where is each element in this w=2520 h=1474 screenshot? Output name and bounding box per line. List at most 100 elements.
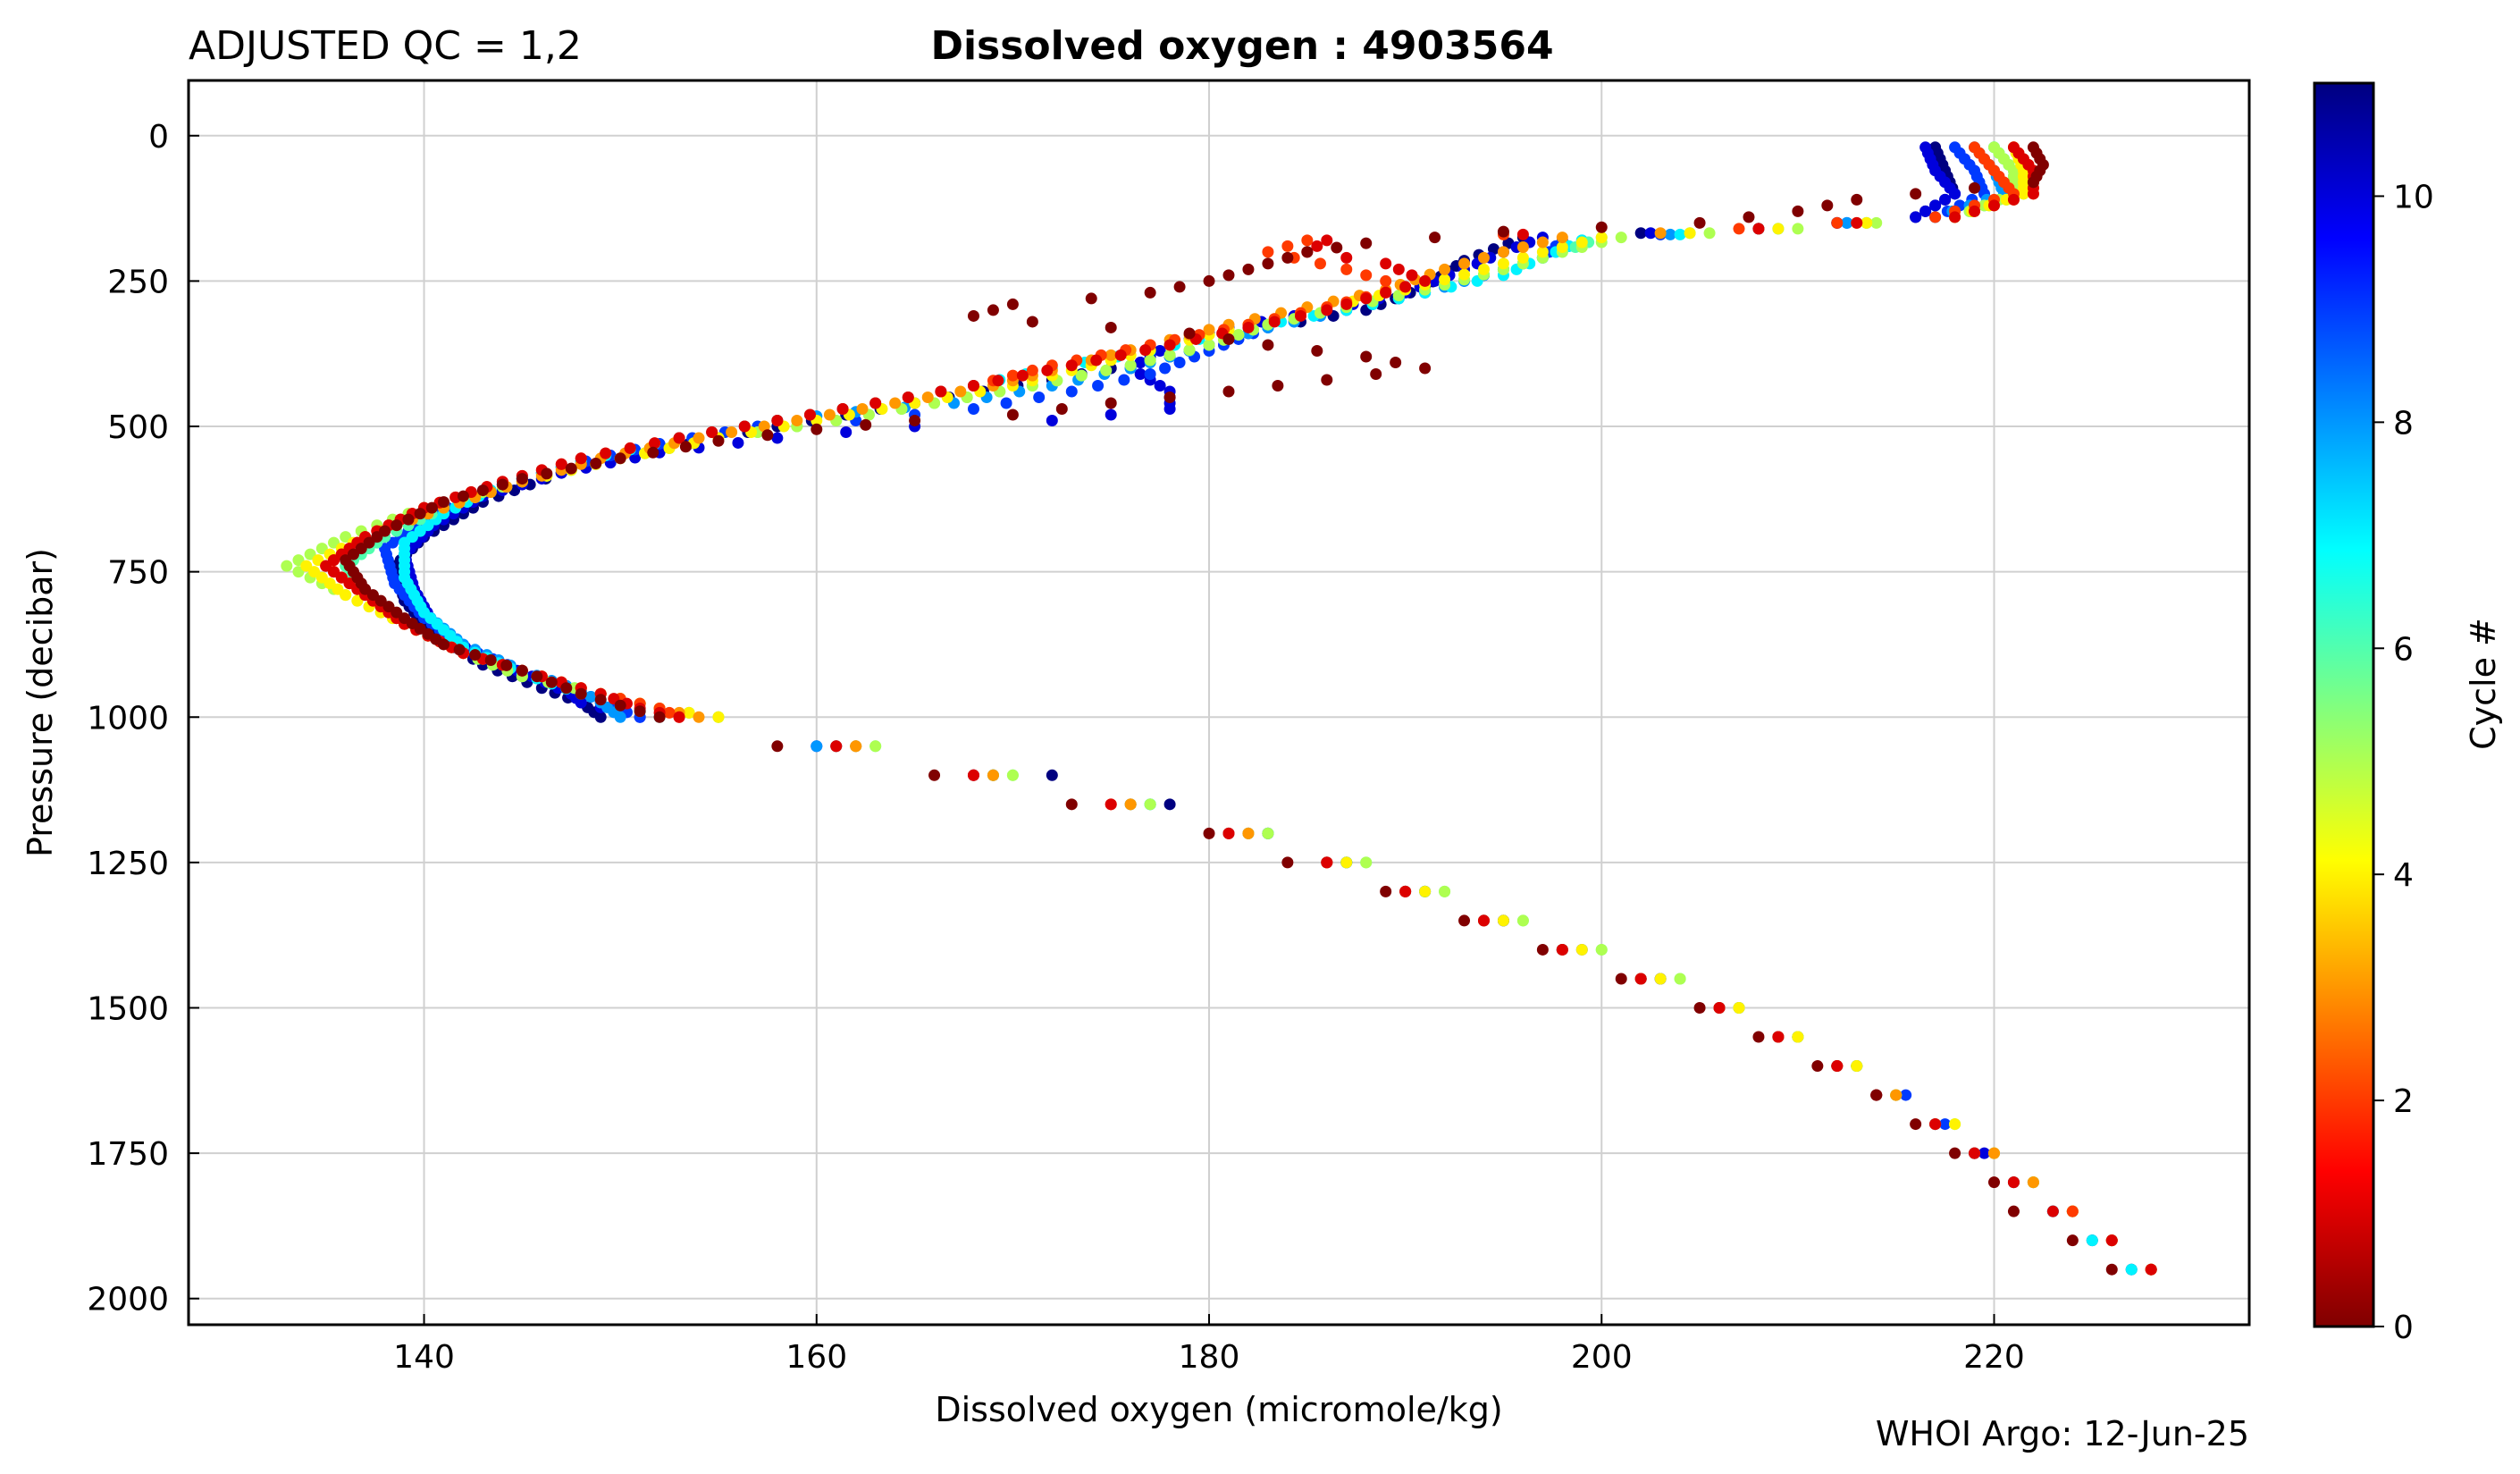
data-point — [935, 385, 947, 398]
data-point — [1752, 223, 1765, 235]
data-point — [1281, 240, 1294, 252]
data-point — [496, 478, 508, 491]
data-point — [1575, 236, 1588, 248]
data-point — [1910, 1118, 1922, 1131]
data-point — [2105, 1234, 2118, 1247]
data-point — [1203, 274, 1215, 287]
data-point — [1360, 237, 1373, 249]
data-point — [584, 690, 597, 703]
data-point — [1046, 415, 1058, 427]
data-point — [1595, 221, 1608, 233]
data-point — [281, 560, 293, 572]
data-point — [1370, 367, 1382, 380]
colorbar-tick-label: 2 — [2393, 1083, 2414, 1120]
data-point — [1634, 227, 1647, 240]
y-tick-label: 2000 — [87, 1282, 169, 1318]
colorbar-ticks: 0 2 4 6 8 10 — [2373, 179, 2434, 1346]
data-point — [1929, 199, 1942, 212]
y-tick-label: 1500 — [87, 990, 169, 1027]
data-point — [1987, 199, 2000, 212]
data-point — [634, 705, 646, 718]
data-point — [830, 740, 843, 753]
data-point — [967, 769, 979, 781]
data-point — [624, 442, 636, 454]
data-point — [614, 452, 626, 465]
data-point — [1144, 354, 1156, 366]
data-point — [1163, 349, 1176, 361]
data-point — [555, 458, 567, 470]
data-point — [1321, 234, 1333, 247]
data-point — [1477, 251, 1490, 264]
data-point — [1055, 403, 1068, 416]
data-point — [1262, 339, 1274, 351]
data-point — [1281, 856, 1294, 869]
data-point — [1969, 181, 1981, 194]
data-point — [1458, 914, 1471, 927]
data-point — [1419, 362, 1432, 375]
data-point — [1439, 274, 1451, 286]
data-point — [1075, 369, 1088, 382]
data-point — [594, 694, 607, 706]
y-tick-label: 250 — [107, 264, 169, 300]
data-point — [425, 501, 438, 514]
data-point — [1477, 263, 1490, 275]
data-point — [1516, 240, 1529, 253]
data-point — [1105, 409, 1117, 421]
data-point — [706, 426, 718, 439]
colorbar-tick-label: 8 — [2393, 405, 2414, 442]
data-point — [1163, 403, 1176, 416]
data-point — [1674, 228, 1686, 240]
data-point — [1406, 269, 1418, 282]
data-point — [1006, 769, 1019, 781]
data-point — [1399, 281, 1412, 293]
data-point — [1321, 304, 1333, 316]
data-point — [869, 397, 882, 409]
x-tick-label: 140 — [393, 1339, 455, 1376]
data-point — [1090, 354, 1103, 366]
data-point — [2007, 1205, 2020, 1217]
data-point — [1262, 246, 1274, 258]
data-point — [1262, 257, 1274, 270]
data-point — [1969, 1147, 1981, 1159]
data-point — [340, 589, 352, 602]
profile-cycle-11 — [340, 141, 2118, 1276]
data-point — [2027, 1176, 2039, 1189]
data-point — [1664, 228, 1676, 240]
x-tick-label: 200 — [1571, 1339, 1633, 1376]
data-point — [1321, 374, 1333, 386]
y-axis-label: Pressure (decibar) — [21, 548, 60, 857]
x-axis-ticks: 140 160 180 200 220 — [393, 1314, 2025, 1376]
data-point — [1360, 856, 1373, 869]
data-point — [803, 409, 816, 421]
y-tick-label: 750 — [107, 555, 169, 592]
data-point — [1065, 798, 1078, 811]
data-point — [1693, 216, 1706, 229]
data-point — [1006, 409, 1019, 421]
data-point — [967, 403, 979, 416]
data-point — [1203, 324, 1215, 336]
data-point — [771, 415, 784, 427]
data-point — [545, 676, 558, 688]
data-point — [1321, 856, 1333, 869]
data-point — [1144, 286, 1156, 299]
data-point — [1100, 364, 1113, 376]
data-point — [575, 687, 587, 700]
data-point — [1978, 1147, 1991, 1159]
data-point — [1026, 364, 1038, 376]
data-point — [2066, 1205, 2079, 1217]
data-point — [726, 426, 738, 439]
data-point — [1811, 1060, 1824, 1073]
data-point — [1419, 274, 1432, 287]
data-point — [1752, 1031, 1765, 1043]
data-point — [1301, 246, 1314, 258]
data-point — [1949, 1147, 1961, 1159]
data-point — [575, 696, 587, 709]
data-point — [902, 392, 914, 404]
data-point — [438, 496, 450, 509]
data-point — [594, 711, 607, 723]
data-point — [811, 740, 823, 753]
data-point — [1183, 344, 1196, 357]
data-point — [1949, 211, 1961, 223]
data-point — [1487, 243, 1499, 256]
data-point — [1615, 232, 1627, 244]
